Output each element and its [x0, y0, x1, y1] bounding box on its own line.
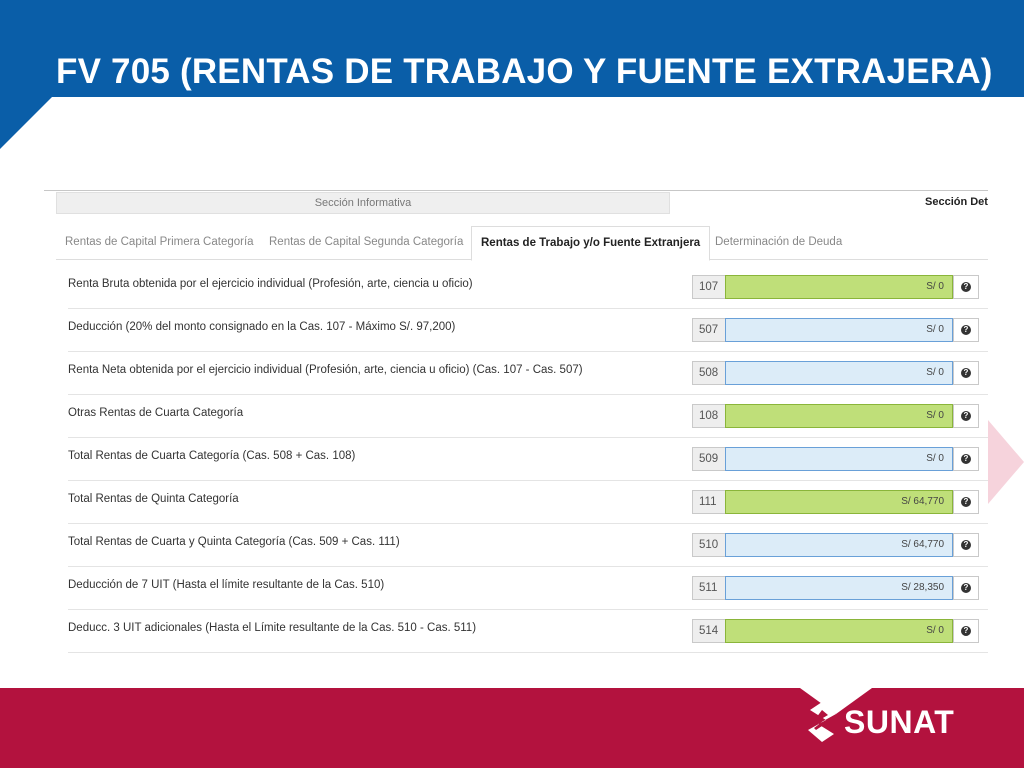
slide-header-wedge [0, 97, 52, 149]
row-label: Renta Bruta obtenida por el ejercicio in… [68, 278, 473, 290]
amount-field[interactable]: S/ 0 [725, 275, 953, 299]
row-label: Total Rentas de Quinta Categoría [68, 493, 239, 505]
tab-capital-segunda[interactable]: Rentas de Capital Segunda Categoría [269, 236, 464, 248]
sunat-logo-text: SUNAT [844, 703, 955, 740]
casilla-code: 107 [692, 275, 725, 299]
amount-field[interactable]: S/ 0 [725, 318, 953, 342]
help-button[interactable]: ? [953, 318, 979, 342]
question-circle-icon: ? [961, 282, 971, 292]
section-determinativa-tab[interactable]: Sección Det [670, 192, 988, 214]
amount-field[interactable]: S/ 28,350 [725, 576, 953, 600]
row-label: Otras Rentas de Cuarta Categoría [68, 407, 244, 419]
tab-determinacion-deuda[interactable]: Determinación de Deuda [715, 236, 843, 248]
form-row: Deducción (20% del monto consignado en l… [68, 309, 988, 352]
row-label: Total Rentas de Cuarta Categoría (Cas. 5… [68, 450, 356, 462]
section-determinativa-label: Sección Det [925, 196, 988, 208]
help-button[interactable]: ? [953, 404, 979, 428]
question-circle-icon: ? [961, 368, 971, 378]
row-label: Deducción (20% del monto consignado en l… [68, 321, 456, 333]
question-circle-icon: ? [961, 540, 971, 550]
help-button[interactable]: ? [953, 619, 979, 643]
casilla-code: 111 [692, 490, 725, 514]
casilla-code: 508 [692, 361, 725, 385]
form-row: Otras Rentas de Cuarta Categoría 108 S/ … [68, 395, 988, 438]
row-label: Deducc. 3 UIT adicionales (Hasta el Lími… [68, 622, 477, 634]
amount-field[interactable]: S/ 64,770 [725, 533, 953, 557]
sunat-logo: SUNAT [804, 700, 954, 744]
help-button[interactable]: ? [953, 275, 979, 299]
question-circle-icon: ? [961, 497, 971, 507]
question-circle-icon: ? [961, 411, 971, 421]
amount-field[interactable]: S/ 64,770 [725, 490, 953, 514]
section-informativa-tab[interactable]: Sección Informativa [56, 192, 670, 214]
casilla-code: 510 [692, 533, 725, 557]
question-circle-icon: ? [961, 325, 971, 335]
form-row: Total Rentas de Quinta Categoría 111 S/ … [68, 481, 988, 524]
form-row: Deducción de 7 UIT (Hasta el límite resu… [68, 567, 988, 610]
slide-header-band [0, 0, 1024, 97]
category-tabs: Rentas de Capital Primera Categoría Rent… [56, 226, 988, 261]
tab-trabajo-fuente-extranjera[interactable]: Rentas de Trabajo y/o Fuente Extranjera [471, 226, 711, 261]
casilla-code: 509 [692, 447, 725, 471]
tab-capital-primera[interactable]: Rentas de Capital Primera Categoría [65, 236, 254, 248]
help-button[interactable]: ? [953, 447, 979, 471]
help-button[interactable]: ? [953, 361, 979, 385]
sunat-logo-icon [808, 702, 836, 742]
form-row: Renta Bruta obtenida por el ejercicio in… [68, 266, 988, 309]
help-button[interactable]: ? [953, 576, 979, 600]
casilla-code: 108 [692, 404, 725, 428]
form-row: Total Rentas de Cuarta y Quinta Categorí… [68, 524, 988, 567]
question-circle-icon: ? [961, 626, 971, 636]
casilla-code: 507 [692, 318, 725, 342]
form-panel: Sección Informativa Sección Det Rentas d… [44, 190, 988, 668]
question-circle-icon: ? [961, 583, 971, 593]
amount-field[interactable]: S/ 0 [725, 447, 953, 471]
form-row: Deducc. 3 UIT adicionales (Hasta el Lími… [68, 610, 988, 653]
help-button[interactable]: ? [953, 490, 979, 514]
row-label: Deducción de 7 UIT (Hasta el límite resu… [68, 579, 385, 591]
slide-title: FV 705 (RENTAS DE TRABAJO Y FUENTE EXTRA… [56, 52, 993, 91]
amount-field[interactable]: S/ 0 [725, 619, 953, 643]
amount-field[interactable]: S/ 0 [725, 404, 953, 428]
decorative-chevron [988, 420, 1024, 504]
casilla-code: 514 [692, 619, 725, 643]
panel-divider [44, 190, 988, 191]
amount-field[interactable]: S/ 0 [725, 361, 953, 385]
help-button[interactable]: ? [953, 533, 979, 557]
form-row: Renta Neta obtenida por el ejercicio ind… [68, 352, 988, 395]
question-circle-icon: ? [961, 454, 971, 464]
casilla-code: 511 [692, 576, 725, 600]
form-row: Total Rentas de Cuarta Categoría (Cas. 5… [68, 438, 988, 481]
row-label: Total Rentas de Cuarta y Quinta Categorí… [68, 536, 400, 548]
row-label: Renta Neta obtenida por el ejercicio ind… [68, 364, 583, 376]
